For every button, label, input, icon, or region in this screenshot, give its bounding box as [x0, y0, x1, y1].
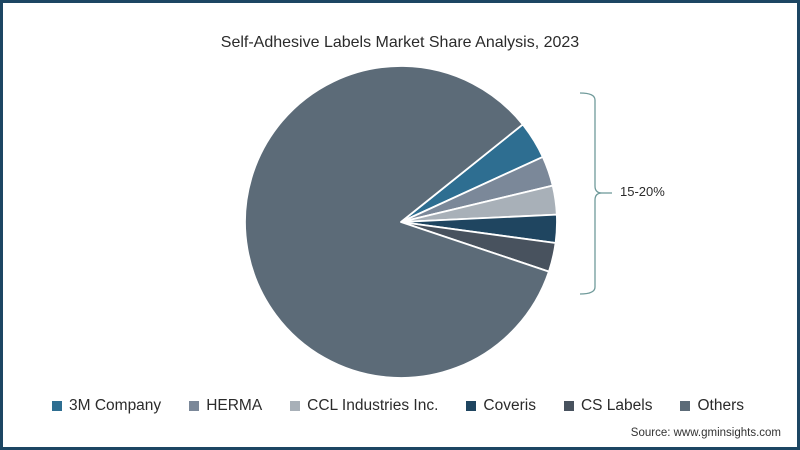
legend-label: 3M Company [69, 397, 162, 414]
legend-label: CS Labels [580, 397, 653, 414]
legend-item-coveris: Coveris [466, 397, 536, 415]
legend-swatch [52, 401, 62, 411]
source-credit: Source: www.gminsights.com [630, 427, 781, 439]
bracket-label: 15-20% [620, 184, 665, 199]
legend-swatch [189, 401, 200, 411]
legend-item-cs-labels: CS Labels [563, 397, 653, 415]
legend-item-ccl: CCL Industries Inc. [290, 397, 438, 415]
pie-slice-others [244, 65, 550, 379]
legend: 3M Company HERMA CCL Industries Inc. Cov… [52, 397, 772, 415]
legend-swatch [290, 401, 301, 411]
pie-slices [244, 65, 558, 379]
legend-label: Coveris [483, 397, 536, 414]
legend-swatch [563, 401, 574, 411]
legend-item-3m: 3M Company [52, 397, 161, 415]
chart-title: Self-Adhesive Labels Market Share Analys… [220, 34, 580, 51]
legend-item-others: Others [680, 397, 744, 415]
legend-item-herma: HERMA [189, 397, 262, 415]
legend-swatch [466, 401, 477, 411]
legend-label: CCL Industries Inc. [307, 397, 439, 414]
annotation-bracket [579, 92, 603, 295]
legend-label: HERMA [206, 397, 263, 414]
legend-label: Others [697, 397, 744, 414]
legend-swatch [680, 401, 691, 411]
